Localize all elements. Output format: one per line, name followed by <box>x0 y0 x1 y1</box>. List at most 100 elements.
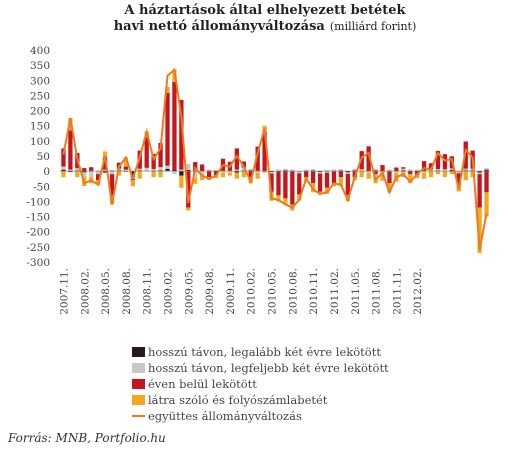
bar-segment-series-2 <box>123 166 129 170</box>
legend: hosszú távon, legalább két évre lekötött… <box>132 345 389 423</box>
bar-segment-series-2 <box>255 146 260 171</box>
y-tick-label: -50 <box>33 181 50 193</box>
bar-segment-series-1 <box>484 168 489 170</box>
y-tick-label: 50 <box>37 151 50 163</box>
bar-segment-series-3 <box>428 171 434 178</box>
bar-segment-series-0 <box>283 170 288 172</box>
bar-segment-series-3 <box>200 174 205 181</box>
bar-segment-series-0 <box>102 171 108 173</box>
y-tick-label: 300 <box>30 75 50 87</box>
x-tick-label: 2009.11. <box>225 268 237 315</box>
bar-segment-series-1 <box>317 172 323 174</box>
bar-segment-series-3 <box>380 173 385 181</box>
x-tick-label: 2008.11. <box>142 268 154 315</box>
legend-label: együttes állományváltozás <box>148 409 302 423</box>
x-tick-label: 2012.02. <box>412 268 424 315</box>
bar-segment-series-2 <box>338 171 344 178</box>
bar-segment-series-3 <box>421 172 427 179</box>
bar-segment-series-0 <box>463 170 468 172</box>
legend-swatch <box>132 363 145 373</box>
bar-segment-series-2 <box>68 130 73 170</box>
x-tick-label: 2011.02. <box>329 268 341 315</box>
bar-segment-series-1 <box>366 171 371 173</box>
bar-segment-series-3 <box>158 171 163 178</box>
bar-segment-series-2 <box>276 171 281 196</box>
bar-segment-series-1 <box>255 171 260 173</box>
bar-segment-series-2 <box>193 162 198 172</box>
bar-segment-series-3 <box>151 171 156 178</box>
bar-segment-series-2 <box>373 171 378 175</box>
bar-segment-series-1 <box>387 169 392 171</box>
bar-segment-series-0 <box>421 170 427 172</box>
bar-segment-series-0 <box>213 171 219 173</box>
bar-segment-series-2 <box>61 148 66 167</box>
legend-label: látra szóló és folyószámlabetét <box>148 393 328 407</box>
bar-segment-series-1 <box>248 168 253 171</box>
chart-title-line1: A háztartások által elhelyezett betétek <box>123 3 406 18</box>
bar-segment-series-1 <box>165 165 170 169</box>
y-tick-label: 400 <box>30 45 50 57</box>
bar-segment-series-3 <box>130 180 135 187</box>
bar-segment-series-3 <box>408 174 413 184</box>
bar-segment-series-2 <box>283 171 288 199</box>
bar-segment-series-2 <box>179 99 184 170</box>
bar-segment-series-2 <box>172 81 177 170</box>
bar-segment-series-3 <box>137 171 142 179</box>
bar-segment-series-1 <box>158 167 163 171</box>
bar-segment-series-2 <box>96 174 101 181</box>
bar-segment-series-3 <box>165 86 170 94</box>
bar-segment-series-1 <box>359 169 364 171</box>
total-line <box>62 67 488 251</box>
y-tick-label: -100 <box>26 196 50 208</box>
y-tick-label: 0 <box>43 166 50 178</box>
bar-segment-series-0 <box>484 169 489 172</box>
bar-segment-series-1 <box>373 168 378 171</box>
bar-segment-series-0 <box>248 170 253 172</box>
bar-segment-series-1 <box>172 171 177 175</box>
bar-segment-series-3 <box>255 172 260 179</box>
bar-segment-series-2 <box>324 172 330 188</box>
bar-segment-series-1 <box>304 169 309 171</box>
bar-segment-series-1 <box>324 171 330 173</box>
bar-segment-series-0 <box>61 169 66 172</box>
bar-segment-series-1 <box>200 171 205 175</box>
bar-segment-series-1 <box>89 171 94 178</box>
bar-segment-series-2 <box>477 174 482 208</box>
bar-segment-series-1 <box>206 169 212 171</box>
legend-swatch <box>132 395 145 405</box>
bar-segment-series-1 <box>220 171 226 173</box>
bar-segment-series-3 <box>283 198 288 205</box>
bar-segment-series-0 <box>317 171 323 173</box>
bar-segment-series-0 <box>477 171 482 173</box>
chart-title-line2-unit: (milliárd forint) <box>330 20 416 33</box>
bar-segment-series-1 <box>442 169 448 171</box>
bar-segment-series-0 <box>269 171 274 173</box>
bar-segment-series-2 <box>82 168 87 172</box>
bar-segment-series-1 <box>408 169 413 171</box>
bar-layer <box>61 69 489 253</box>
bar-segment-series-1 <box>186 163 191 170</box>
bar-segment-series-1 <box>109 171 115 175</box>
bar-segment-series-1 <box>102 169 108 172</box>
bar-segment-series-2 <box>206 171 212 178</box>
bar-segment-series-0 <box>449 169 454 172</box>
bar-segment-series-3 <box>449 171 454 175</box>
legend-label: hosszú távon, legfeljebb két évre lekötö… <box>148 361 389 375</box>
bar-segment-series-2 <box>401 167 406 169</box>
bar-segment-series-3 <box>241 171 246 178</box>
bar-segment-series-3 <box>484 192 489 217</box>
bar-segment-series-1 <box>456 171 461 174</box>
bar-segment-series-2 <box>408 171 413 175</box>
bar-segment-series-3 <box>61 171 66 178</box>
bar-segment-series-2 <box>421 161 427 171</box>
bar-segment-series-1 <box>401 168 406 171</box>
bar-segment-series-1 <box>137 168 142 171</box>
bar-segment-series-3 <box>387 183 392 193</box>
bar-segment-series-3 <box>338 177 344 187</box>
chart-title-line2-bold: havi nettó állományváltozása <box>114 19 326 34</box>
bar-segment-series-0 <box>373 170 378 172</box>
bar-segment-series-0 <box>130 171 135 178</box>
legend-swatch <box>132 347 145 357</box>
bar-segment-series-1 <box>75 168 80 171</box>
bar-segment-series-0 <box>401 170 406 172</box>
